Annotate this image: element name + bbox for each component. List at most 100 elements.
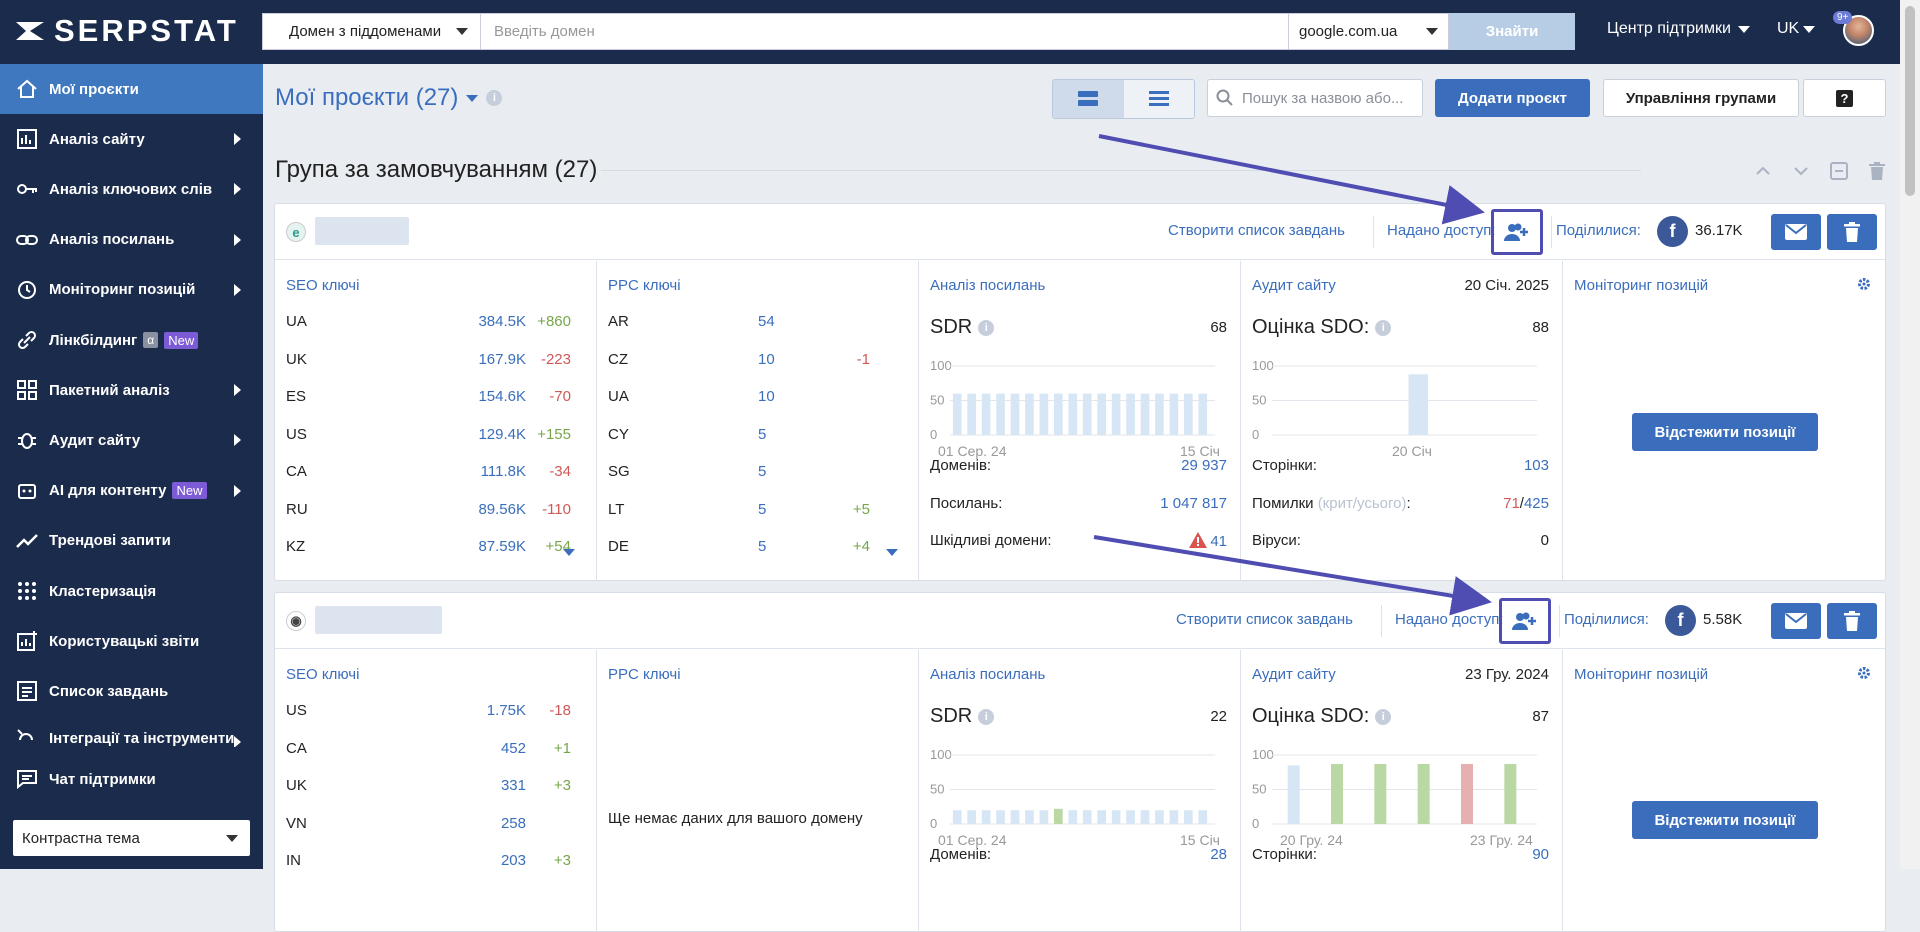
keyword-count[interactable]: 5 (758, 425, 767, 443)
trash-icon[interactable] (1865, 159, 1889, 183)
sidebar-item-7[interactable]: Аудит сайту (0, 415, 263, 465)
keyword-count[interactable]: 384.5K (478, 313, 526, 330)
sidebar-item-9[interactable]: Трендові запити (0, 516, 263, 566)
chart-bar (1184, 810, 1193, 824)
sidebar-item-12[interactable]: Список завдань (0, 666, 263, 716)
sidebar-item-1[interactable]: Аналіз сайту (0, 114, 263, 164)
share-access-button[interactable] (1499, 598, 1551, 644)
sidebar-item-11[interactable]: Користувацькі звіти (0, 616, 263, 666)
sidebar-item-3[interactable]: Аналіз посилань (0, 215, 263, 265)
rank-tracker-title[interactable]: Моніторинг позицій (1574, 666, 1709, 683)
keyword-count[interactable]: 89.56K (478, 500, 526, 518)
move-up-icon[interactable] (1751, 159, 1775, 183)
sidebar-item-0[interactable]: Мої проєкти (0, 64, 263, 114)
collapse-icon[interactable] (1827, 159, 1851, 183)
create-task-list-link[interactable]: Створити список завдань (1176, 611, 1353, 628)
keyword-count[interactable]: 129.4K (478, 425, 526, 443)
ppc-keywords-title[interactable]: PPC ключі (608, 277, 681, 294)
info-icon[interactable]: i (978, 319, 995, 336)
support-center-menu[interactable]: Центр підтримки (1607, 20, 1750, 38)
move-down-icon[interactable] (1789, 159, 1813, 183)
pages-value[interactable]: 103 (1523, 457, 1549, 474)
expand-chevron-icon[interactable] (563, 549, 575, 556)
track-positions-button[interactable]: Відстежити позиції (1632, 413, 1818, 451)
seo-keywords-title[interactable]: SEO ключі (286, 666, 360, 683)
chart-bar (1461, 763, 1473, 824)
notification-badge[interactable]: 9+ (1833, 11, 1853, 24)
info-icon[interactable]: i (1375, 319, 1392, 336)
site-audit-title[interactable]: Аудит сайту (1252, 666, 1336, 683)
manage-groups-button[interactable]: Управління групами (1603, 79, 1799, 117)
keyword-count[interactable]: 167.9K (478, 350, 526, 368)
keyword-count[interactable]: 331 (500, 777, 526, 794)
keyword-count[interactable]: 258 (500, 814, 526, 832)
expand-chevron-icon[interactable] (886, 549, 898, 556)
keyword-count[interactable]: 111.8K (480, 463, 526, 480)
links-value[interactable]: 1 047 817 (1160, 495, 1227, 512)
email-button[interactable] (1771, 603, 1821, 639)
keyword-count[interactable]: 5 (758, 538, 767, 555)
keyword-count[interactable]: 452 (500, 739, 526, 757)
card-view-button[interactable] (1053, 80, 1124, 118)
keyword-count[interactable]: 203 (500, 852, 526, 869)
create-task-list-link[interactable]: Створити список завдань (1168, 222, 1345, 239)
backlinks-widget: Аналіз посилань SDR i 68 100 50 0 01 Сер. 24 15 … (919, 261, 1241, 581)
project-search-input[interactable]: Пошук за назвою або... (1207, 79, 1423, 117)
domains-value[interactable]: 29 937 (1181, 457, 1227, 474)
serpstat-logo[interactable]: SERPSTAT (14, 13, 239, 48)
domains-value[interactable]: 28 (1210, 846, 1227, 863)
backlinks-title[interactable]: Аналіз посилань (930, 277, 1046, 294)
info-icon[interactable]: i (978, 708, 995, 725)
scrollbar-thumb[interactable] (1905, 6, 1915, 196)
gear-icon[interactable] (1857, 666, 1871, 685)
sidebar-item-2[interactable]: Аналіз ключових слів (0, 164, 263, 214)
info-icon[interactable]: i (486, 90, 503, 106)
domain-input[interactable]: Введіть домен (481, 13, 1289, 50)
sidebar-item-4[interactable]: Моніторинг позицій (0, 265, 263, 315)
find-button[interactable]: Знайти (1449, 13, 1575, 50)
site-audit-title[interactable]: Аудит сайту (1252, 277, 1336, 294)
email-button[interactable] (1771, 214, 1821, 250)
keyword-count[interactable]: 10 (758, 350, 775, 368)
share-access-button[interactable] (1491, 209, 1543, 255)
chart-bar (1417, 763, 1430, 824)
keyword-count[interactable]: 5 (758, 463, 767, 480)
keyword-count[interactable]: 1.75K (486, 702, 526, 719)
list-view-button[interactable] (1123, 80, 1194, 118)
language-selector[interactable]: UK (1777, 20, 1816, 38)
seo-keywords-title[interactable]: SEO ключі (286, 277, 360, 294)
info-icon[interactable]: i (1375, 708, 1392, 725)
project-name-redacted[interactable] (315, 217, 409, 245)
pages-value[interactable]: 90 (1532, 846, 1549, 863)
add-project-button[interactable]: Додати проєкт (1435, 79, 1590, 117)
search-engine-dropdown[interactable]: google.com.ua (1289, 13, 1449, 50)
ppc-keywords-title[interactable]: PPC ключі (608, 666, 681, 683)
sidebar-item-10[interactable]: Кластеризація (0, 566, 263, 616)
keyword-count[interactable]: 87.59K (478, 538, 526, 555)
keyword-count[interactable]: 10 (758, 388, 775, 405)
sidebar-item-14[interactable]: Чат підтримки (0, 754, 263, 804)
gear-icon[interactable] (1857, 277, 1871, 296)
sidebar-item-13[interactable]: Інтеграції та інструменти (0, 717, 263, 747)
scrollbar[interactable] (1900, 0, 1920, 869)
backlinks-title[interactable]: Аналіз посилань (930, 666, 1046, 683)
rank-tracker-title[interactable]: Моніторинг позицій (1574, 277, 1709, 294)
keyword-count[interactable]: 5 (758, 500, 767, 518)
errors-value[interactable]: 71/425 (1503, 495, 1549, 512)
sidebar-item-5[interactable]: Лінкбілдинг α New (0, 315, 263, 365)
sidebar-item-6[interactable]: Пакетний аналіз (0, 365, 263, 415)
track-positions-button[interactable]: Відстежити позиції (1632, 801, 1818, 839)
page-title[interactable]: Мої проєкти (27) i (275, 84, 503, 112)
facebook-icon[interactable]: f (1665, 605, 1696, 636)
help-button[interactable]: ? (1803, 79, 1886, 117)
sidebar-item-8[interactable]: AI для контенту New (0, 466, 263, 516)
malicious-domains-value[interactable]: 41 (1189, 532, 1227, 550)
search-type-dropdown[interactable]: Домен з піддоменами (262, 13, 481, 50)
keyword-count[interactable]: 54 (758, 313, 775, 330)
project-name-redacted[interactable] (315, 606, 442, 634)
delete-project-button[interactable] (1827, 603, 1877, 639)
keyword-count[interactable]: 154.6K (478, 388, 526, 405)
theme-dropdown[interactable]: Контрастна тема (13, 820, 250, 856)
delete-project-button[interactable] (1827, 214, 1877, 250)
facebook-icon[interactable]: f (1657, 216, 1688, 247)
